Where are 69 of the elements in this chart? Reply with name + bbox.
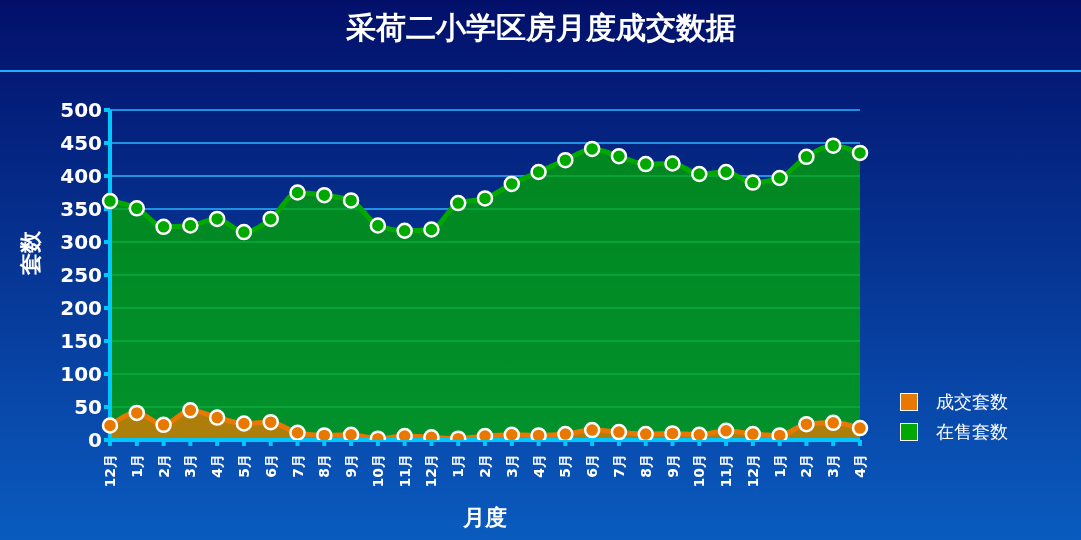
- y-tick-label: 100: [60, 362, 102, 387]
- point: [771, 427, 788, 440]
- point: [101, 417, 119, 434]
- point: [798, 415, 815, 433]
- x-tick-label: 3月: [182, 454, 199, 478]
- point: [530, 427, 547, 440]
- y-tick-label: 200: [60, 296, 102, 321]
- point: [664, 425, 681, 440]
- x-tick-label: 11月: [396, 454, 413, 488]
- point: [824, 414, 842, 432]
- x-tick-label: 5月: [235, 454, 252, 478]
- point: [717, 422, 735, 440]
- x-tick-label: 6月: [584, 454, 601, 478]
- point: [637, 425, 654, 440]
- y-tick-label: 500: [60, 98, 102, 123]
- y-tick-label: 400: [60, 164, 102, 189]
- y-tick-label: 0: [88, 428, 102, 453]
- point: [851, 419, 869, 437]
- point: [557, 425, 574, 440]
- point: [316, 427, 333, 440]
- point: [235, 415, 253, 432]
- y-tick-label: 250: [60, 263, 102, 288]
- x-tick-label: 11月: [718, 454, 735, 488]
- point: [128, 404, 146, 422]
- y-axis-title: 套数: [17, 230, 43, 276]
- y-tick-label: 50: [74, 395, 102, 420]
- x-tick-label: 9月: [343, 454, 360, 478]
- x-tick-label: 8月: [316, 454, 333, 478]
- x-tick-label: 6月: [262, 454, 279, 478]
- x-tick-label: 1月: [450, 454, 467, 478]
- y-tick-label: 150: [60, 329, 102, 354]
- x-tick-label: 10月: [369, 454, 386, 488]
- point: [289, 424, 306, 440]
- x-tick-label: 3月: [503, 454, 520, 478]
- legend-label: 在售套数: [936, 420, 1008, 444]
- x-tick-label: 12月: [744, 454, 761, 488]
- point: [208, 409, 226, 426]
- point: [262, 413, 279, 431]
- x-tick-label: 7月: [289, 454, 306, 478]
- point: [691, 426, 708, 440]
- x-tick-label: 2月: [798, 454, 815, 478]
- x-tick-label: 4月: [852, 454, 868, 478]
- point: [610, 423, 628, 440]
- x-tick-label: 4月: [530, 454, 547, 478]
- chart-title: 采荷二小学区房月度成交数据: [0, 0, 1081, 72]
- point: [182, 402, 199, 419]
- point: [744, 425, 762, 440]
- x-tick-label: 8月: [637, 454, 654, 478]
- x-tick-label: 1月: [771, 454, 788, 478]
- point: [342, 426, 360, 440]
- x-tick-label: 9月: [664, 454, 681, 478]
- x-tick-label: 2月: [477, 454, 493, 478]
- x-tick-label: 10月: [691, 454, 708, 488]
- point: [155, 416, 172, 434]
- x-tick-label: 12月: [102, 454, 118, 488]
- x-tick-label: 7月: [610, 454, 627, 478]
- x-tick-label: 1月: [128, 454, 145, 478]
- y-tick-label: 300: [60, 230, 102, 255]
- x-tick-label: 4月: [209, 454, 226, 478]
- x-tick-label: 3月: [825, 454, 842, 478]
- x-tick-label: 12月: [423, 454, 440, 488]
- y-tick-label: 350: [60, 197, 102, 222]
- point: [503, 426, 521, 440]
- x-tick-label: 2月: [155, 454, 172, 478]
- x-tick-label: 5月: [557, 454, 574, 478]
- point: [583, 421, 601, 439]
- legend-label: 成交套数: [936, 390, 1008, 414]
- x-axis-title: 月度: [462, 505, 507, 530]
- y-tick-label: 450: [60, 131, 102, 156]
